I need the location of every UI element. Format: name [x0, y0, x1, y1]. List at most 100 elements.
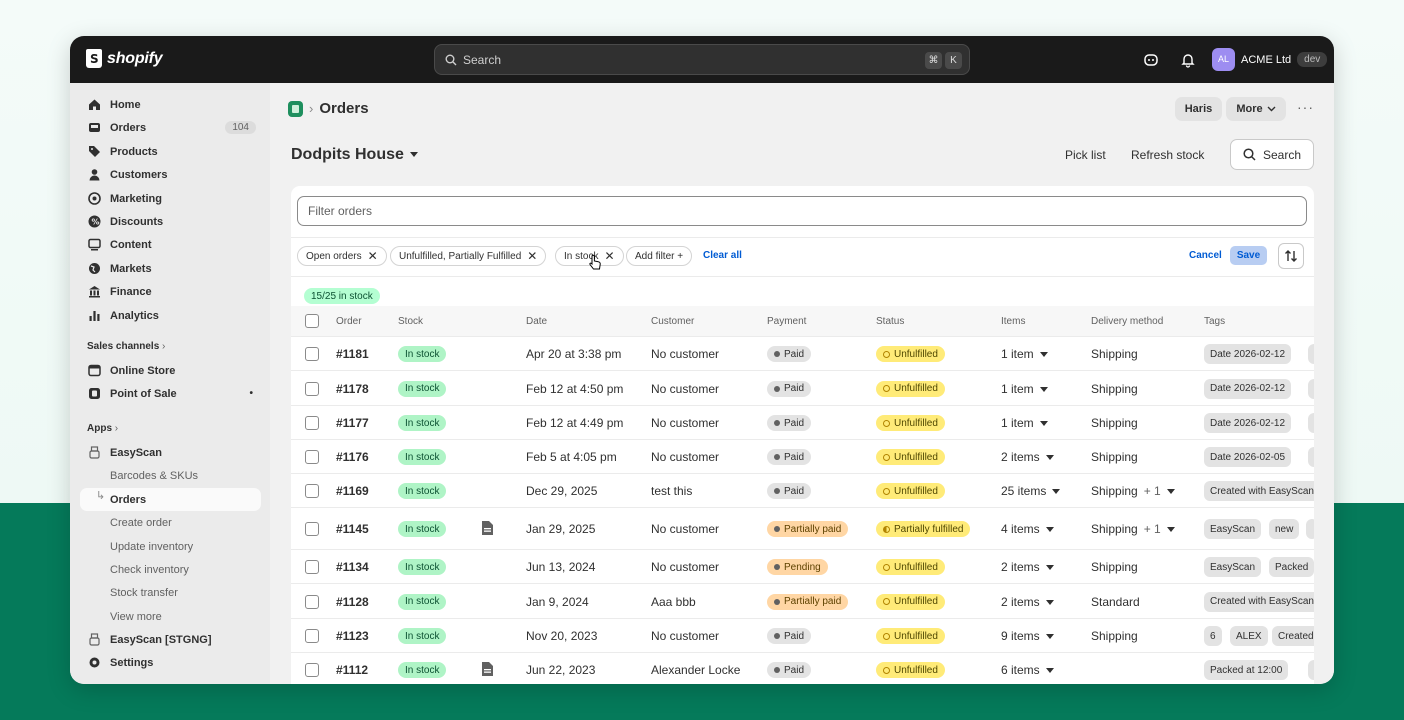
- sidebar-item-analytics[interactable]: Analytics: [80, 304, 261, 327]
- row-checkbox[interactable]: [305, 560, 319, 574]
- column-header-order[interactable]: Order: [336, 316, 362, 327]
- delivery-method[interactable]: Shipping + 1: [1091, 484, 1175, 498]
- tag[interactable]: Created with EasyScan: [1204, 481, 1314, 501]
- order-number[interactable]: #1112: [336, 663, 369, 677]
- order-number[interactable]: #1176: [336, 450, 369, 464]
- items-dropdown[interactable]: 1 item: [1001, 416, 1048, 430]
- tag[interactable]: ALEX: [1230, 626, 1268, 646]
- sidebar-subitem-orders[interactable]: ↳ Orders: [80, 488, 261, 511]
- delivery-method[interactable]: Shipping + 1: [1091, 522, 1175, 536]
- sidebar-subitem-stock-transfer[interactable]: Stock transfer: [110, 586, 178, 599]
- table-row[interactable]: #1123 In stock Nov 20, 2023 No customer Paid…: [291, 619, 1314, 653]
- table-row[interactable]: #1112 In stock Jun 22, 2023 Alexander Locke…: [291, 653, 1314, 684]
- tag[interactable]: [1308, 660, 1314, 680]
- more-button[interactable]: More: [1226, 97, 1286, 121]
- sidebar-subitem-create-order[interactable]: Create order: [110, 516, 172, 529]
- save-button[interactable]: Save: [1230, 246, 1267, 265]
- sales-channels-heading[interactable]: Sales channels ›: [87, 341, 166, 352]
- sidebar-item-easyscan-staging[interactable]: EasyScan [STGNG]: [80, 628, 261, 651]
- order-number[interactable]: #1178: [336, 381, 369, 396]
- order-number[interactable]: #1134: [336, 560, 369, 574]
- sidebar-subitem-update-inventory[interactable]: Update inventory: [110, 540, 194, 553]
- sidebar-item-settings[interactable]: Settings: [80, 651, 261, 674]
- order-number[interactable]: #1169: [336, 484, 369, 498]
- order-number[interactable]: #1123: [336, 629, 369, 643]
- tag[interactable]: Created: [1272, 626, 1314, 646]
- shopify-logo[interactable]: shopify: [86, 49, 163, 68]
- tag[interactable]: Created with EasyScan: [1204, 591, 1314, 612]
- column-header-tags[interactable]: Tags: [1204, 316, 1226, 327]
- cancel-button[interactable]: Cancel: [1189, 250, 1222, 261]
- tag[interactable]: [1308, 378, 1314, 399]
- row-checkbox[interactable]: [305, 594, 319, 609]
- sidebar-item-online-store[interactable]: Online Store: [80, 359, 261, 382]
- order-number[interactable]: #1128: [336, 594, 369, 609]
- sidebar-subitem-view-more[interactable]: View more: [110, 610, 162, 623]
- row-checkbox[interactable]: [305, 450, 319, 464]
- filter-chip-in-stock[interactable]: In stock ✕: [555, 246, 624, 266]
- page-title[interactable]: Dodpits House: [291, 146, 419, 164]
- column-header-payment[interactable]: Payment: [767, 316, 807, 327]
- row-checkbox[interactable]: [305, 522, 319, 536]
- filter-orders-input[interactable]: Filter orders: [297, 196, 1307, 226]
- document-icon[interactable]: [481, 661, 494, 677]
- row-checkbox[interactable]: [305, 629, 319, 643]
- tag[interactable]: EasyScan: [1204, 557, 1262, 577]
- column-header-items[interactable]: Items: [1001, 316, 1026, 327]
- sort-button[interactable]: [1278, 243, 1304, 269]
- order-number[interactable]: #1181: [336, 347, 369, 361]
- pick-list-button[interactable]: Pick list: [1065, 148, 1106, 162]
- sidebar-item-products[interactable]: Products: [80, 140, 261, 163]
- order-number[interactable]: #1177: [336, 416, 369, 430]
- row-checkbox[interactable]: [305, 381, 319, 396]
- items-dropdown[interactable]: 6 items: [1001, 663, 1054, 677]
- items-dropdown[interactable]: 4 items: [1001, 522, 1054, 536]
- items-dropdown[interactable]: 2 items: [1001, 450, 1054, 464]
- row-checkbox[interactable]: [305, 484, 319, 498]
- tag[interactable]: [1308, 413, 1314, 433]
- tag[interactable]: Packed: [1269, 557, 1314, 577]
- table-row[interactable]: #1145 In stock Jan 29, 2025 No customer Part…: [291, 508, 1314, 550]
- account-menu[interactable]: AL ACME Ltd dev: [1212, 48, 1328, 71]
- row-checkbox[interactable]: [305, 347, 319, 361]
- items-dropdown[interactable]: 2 items: [1001, 560, 1054, 574]
- search-button[interactable]: Search: [1230, 139, 1314, 170]
- items-dropdown[interactable]: 1 item: [1001, 382, 1048, 396]
- close-icon[interactable]: ✕: [604, 249, 615, 263]
- table-row[interactable]: #1176 In stock Feb 5 at 4:05 pm No customer…: [291, 440, 1314, 474]
- column-header-stock[interactable]: Stock: [398, 316, 424, 327]
- easyscan-app-icon[interactable]: [288, 100, 303, 117]
- column-header-customer[interactable]: Customer: [651, 316, 695, 327]
- sidebar-item-content[interactable]: Content: [80, 233, 261, 256]
- tag[interactable]: Date 2026-02-05: [1204, 447, 1292, 467]
- column-header-status[interactable]: Status: [876, 316, 905, 327]
- table-row[interactable]: #1134 In stock Jun 13, 2024 No customer Pend…: [291, 550, 1314, 584]
- items-dropdown[interactable]: 25 items: [1001, 484, 1061, 498]
- items-dropdown[interactable]: 2 items: [1001, 595, 1054, 609]
- close-icon[interactable]: ✕: [527, 249, 538, 263]
- sidebar-subitem-check-inventory[interactable]: Check inventory: [110, 563, 189, 576]
- table-row[interactable]: #1181 In stock Apr 20 at 3:38 pm No custome…: [291, 337, 1314, 371]
- refresh-stock-button[interactable]: Refresh stock: [1131, 148, 1205, 162]
- sidebar-item-markets[interactable]: Markets: [80, 257, 261, 280]
- order-number[interactable]: #1145: [336, 522, 369, 536]
- clear-all-link[interactable]: Clear all: [703, 250, 742, 261]
- tag[interactable]: Date 2026-02-12: [1204, 378, 1292, 399]
- filter-chip-fulfillment[interactable]: Unfulfilled, Partially Fulfilled ✕: [390, 246, 547, 266]
- table-row[interactable]: #1177 In stock Feb 12 at 4:49 pm No custome…: [291, 406, 1314, 440]
- items-dropdown[interactable]: 9 items: [1001, 629, 1054, 643]
- tag[interactable]: [1308, 344, 1314, 364]
- items-dropdown[interactable]: 1 item: [1001, 347, 1048, 361]
- sidebar-item-finance[interactable]: Finance: [80, 280, 261, 303]
- add-filter-button[interactable]: Add filter +: [626, 246, 693, 266]
- bell-icon[interactable]: [1180, 52, 1196, 68]
- close-icon[interactable]: ✕: [367, 249, 378, 263]
- row-checkbox[interactable]: [305, 416, 319, 430]
- user-button[interactable]: Haris: [1175, 97, 1222, 121]
- ellipsis-icon[interactable]: ···: [1297, 99, 1314, 115]
- select-all-checkbox[interactable]: [305, 314, 319, 328]
- filter-chip-open-orders[interactable]: Open orders ✕: [297, 246, 387, 266]
- document-icon[interactable]: [481, 520, 494, 536]
- tag[interactable]: Date 2026-02-12: [1204, 344, 1292, 364]
- column-header-date[interactable]: Date: [526, 316, 548, 327]
